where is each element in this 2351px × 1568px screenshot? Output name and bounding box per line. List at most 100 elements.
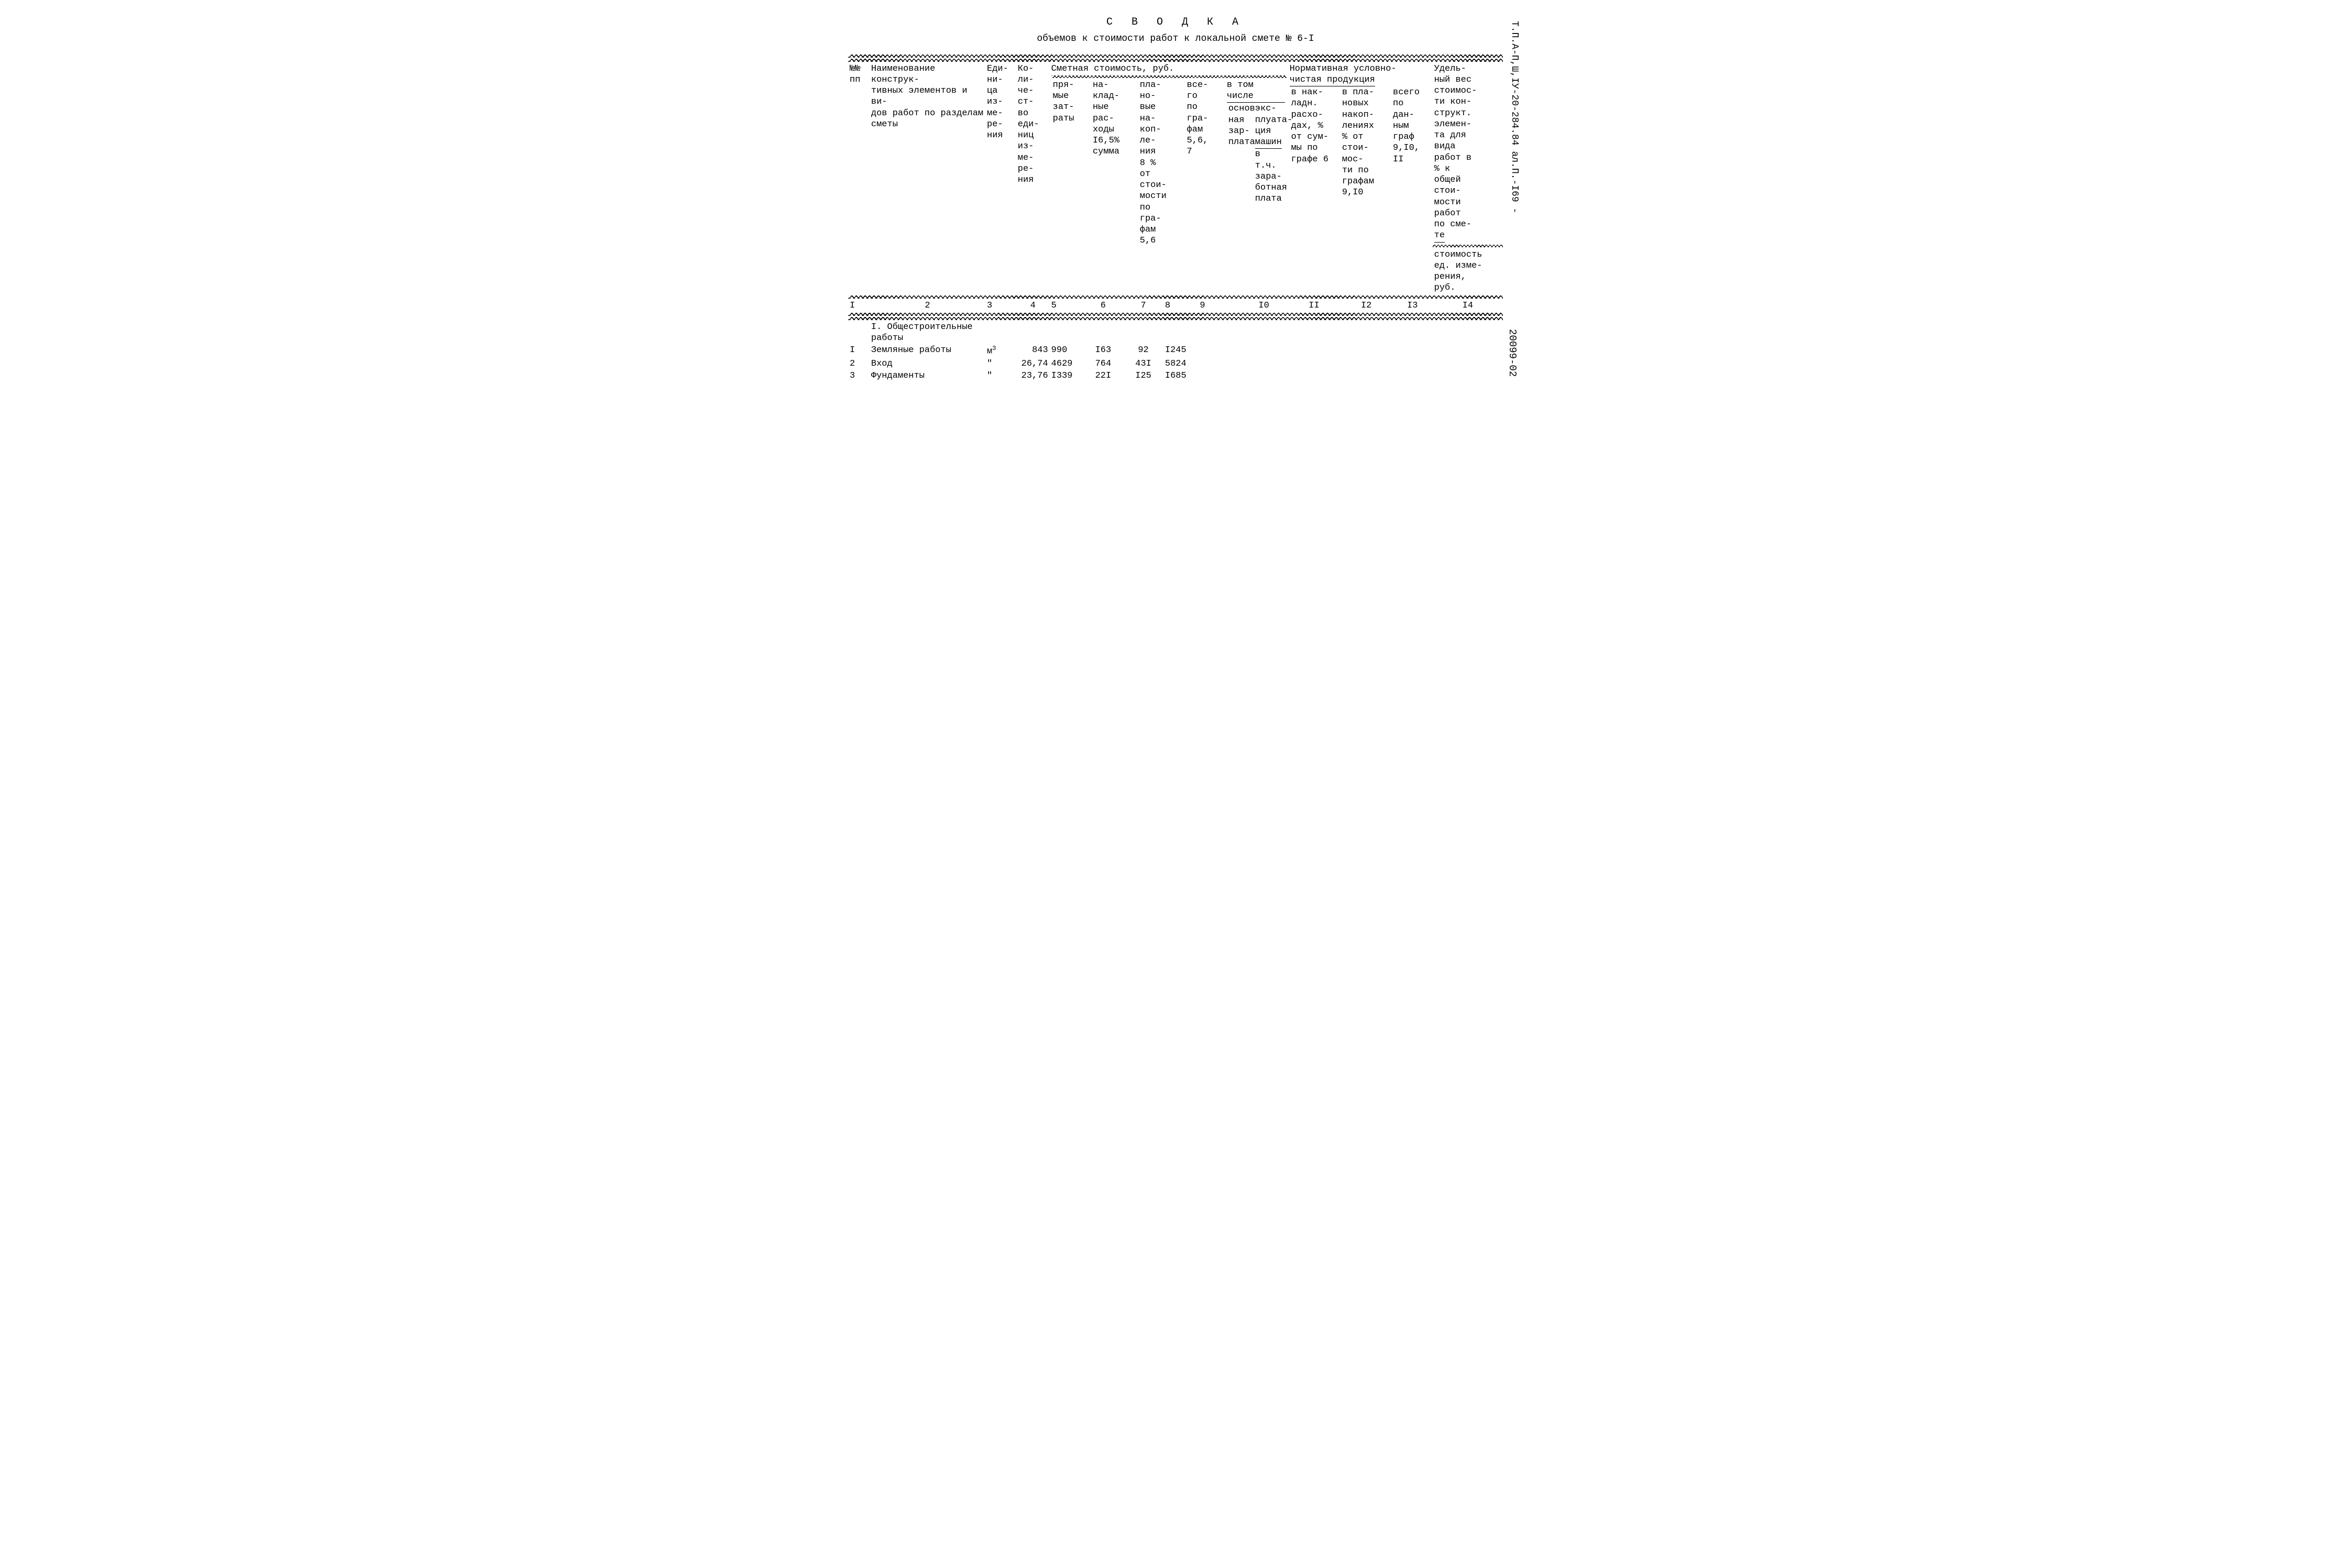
hdr-c14a-last: те [1434,230,1445,242]
row-num: 3 [848,370,870,382]
rule-top-1 [848,54,1503,58]
hdr-norm-sub: в нак- ладн. расхо- дах, % от сум- мы по… [1290,86,1431,199]
svodka-table: №№ пп Наименование конструк- тивных элем… [848,63,1503,382]
rule-top-2 [848,59,1503,62]
hdr-c10-top: экс- плуата- ция [1255,104,1292,136]
coln-12: I2 [1340,300,1392,312]
row-c13 [1392,344,1433,358]
header-row-1: №№ пп Наименование конструк- тивных элем… [848,63,1503,294]
margin-code-bottom: 20099-02 [1506,329,1518,377]
coln-13: I3 [1392,300,1433,312]
section-row-1: I. Общестроительные работы [848,321,1503,345]
row-c11 [1288,358,1341,370]
coln-1: I [848,300,870,312]
row-c13 [1392,370,1433,382]
row-c4: 26,74 [1016,358,1050,370]
row-c7: 92 [1123,344,1163,358]
row-c5: 4629 [1050,358,1083,370]
hdr-c12: в пла- новых накоп- лениях % от стои- мо… [1341,86,1391,199]
hdr-c3: Еди- ни- ца из- ме- ре- ния [985,63,1016,294]
hdr-c1: №№ пп [848,63,870,294]
coln-10: I0 [1240,300,1288,312]
hdr-c6: на- клад- ные рас- ходы I6,5% сумма [1091,79,1138,247]
row-c5: 990 [1050,344,1083,358]
title-sub: объемов к стоимости работ к локальной см… [848,33,1503,45]
row-c8: I245 [1163,344,1198,358]
rule-under-smetnaya [1051,75,1287,78]
row-c7: 43I [1123,358,1163,370]
coln-9: 9 [1198,300,1239,312]
row-c9 [1198,370,1239,382]
row-name: Земляные работы [870,344,985,358]
row-c6: 22I [1083,370,1124,382]
row-c6: I63 [1083,344,1124,358]
coln-6: 6 [1083,300,1124,312]
hdr-c9: основ- ная зар- плата [1227,103,1254,205]
table-row: 3Фундаменты"23,76I33922II25I685 [848,370,1503,382]
section-1-title: I. Общестроительные работы [870,321,1503,345]
coln-14: I4 [1433,300,1503,312]
row-c7: I25 [1123,370,1163,382]
coln-3: 3 [985,300,1016,312]
hdr-c13: всего по дан- ным граф 9,I0, II [1391,86,1431,199]
row-c9 [1198,344,1239,358]
hdr-c10: экс- плуата- ция машин в т.ч. зара- ботн… [1254,103,1285,205]
row-c12 [1340,370,1392,382]
row-unit: м3 [985,344,1016,358]
hdr-vtomchisle-label: в том числе [1227,80,1285,103]
row-unit: " [985,370,1016,382]
row-c10 [1240,344,1288,358]
row-c12 [1340,344,1392,358]
title-block: С В О Д К А объемов к стоимости работ к … [848,16,1503,45]
row-c10 [1240,358,1288,370]
row-name: Вход [870,358,985,370]
row-c4: 23,76 [1016,370,1050,382]
hdr-vtomchisle-sub: основ- ная зар- плата экс- плуата- ция м… [1227,103,1285,205]
hdr-smetnaya-sub: пря- мые зат- раты на- клад- ные рас- хо… [1051,79,1287,247]
hdr-norm-label2: чистая продукция [1290,74,1375,86]
hdr-c11: в нак- ладн. расхо- дах, % от сум- мы по… [1290,86,1341,199]
rule-after-coln-1 [848,313,1503,316]
table-row: 2Вход"26,74462976443I5824 [848,358,1503,370]
coln-2: 2 [870,300,985,312]
row-c11 [1288,370,1341,382]
coln-5: 5 [1050,300,1083,312]
table-row: IЗемляные работым3843990I6392I245 [848,344,1503,358]
hdr-c14a: Удель- ный вес стоимос- ти кон- структ. … [1434,64,1477,230]
hdr-c5: пря- мые зат- раты [1051,79,1091,247]
rule-after-coln-2 [848,317,1503,320]
coln-4: 4 [1016,300,1050,312]
row-unit: " [985,358,1016,370]
coln-11: II [1288,300,1341,312]
row-c4: 843 [1016,344,1050,358]
row-c8: 5824 [1163,358,1198,370]
row-c5: I339 [1050,370,1083,382]
hdr-smetnaya-group: Сметная стоимость, руб. пря- мые зат- ра… [1050,63,1288,294]
hdr-c14: Удель- ный вес стоимос- ти кон- структ. … [1433,63,1503,294]
row-c14 [1433,358,1503,370]
row-c13 [1392,358,1433,370]
hdr-c7: пла- но- вые на- коп- ле- ния 8 % от сто… [1138,79,1185,247]
row-c14 [1433,370,1503,382]
title-main: С В О Д К А [848,16,1503,29]
hdr-c8: все- го по гра- фам 5,6, 7 [1185,79,1225,247]
hdr-c2: Наименование конструк- тивных элементов … [870,63,985,294]
row-num: I [848,344,870,358]
hdr-norm-label1: Нормативная условно- [1290,64,1397,74]
row-c9 [1198,358,1239,370]
hdr-vtomchisle-group: в том числе основ- ная зар- плата экс- п… [1225,79,1287,247]
hdr-norm-group: Нормативная условно- чистая продукция в … [1288,63,1433,294]
row-c6: 764 [1083,358,1124,370]
hdr-c14b: стоимость ед. изме- рения, руб. [1434,250,1482,293]
hdr-smetnaya-label: Сметная стоимость, руб. [1051,64,1174,74]
row-num: 2 [848,358,870,370]
margin-code-top: Т.П.А-П,Ш,IУ-20-284.84 ал.П.-I69 - [1509,21,1521,213]
row-c8: I685 [1163,370,1198,382]
row-name: Фундаменты [870,370,985,382]
coln-7: 7 [1123,300,1163,312]
row-c11 [1288,344,1341,358]
hdr-c10-mid: машин [1255,137,1282,149]
row-c12 [1340,358,1392,370]
row-c10 [1240,370,1288,382]
hdr-c4: Ко- ли- че- ст- во еди- ниц из- ме- ре- … [1016,63,1050,294]
